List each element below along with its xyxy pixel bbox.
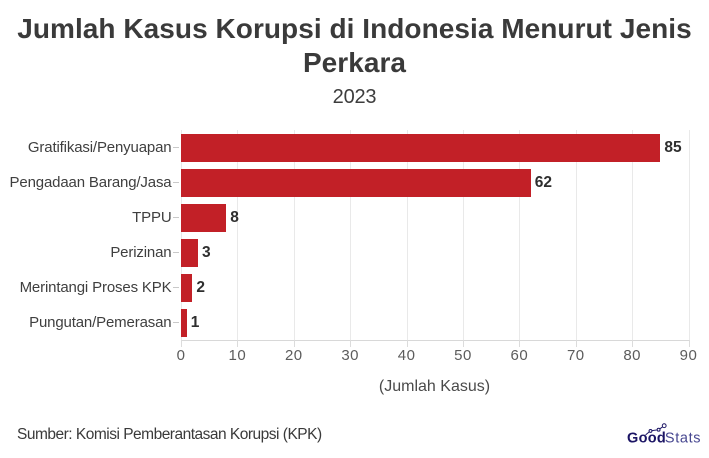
- svg-text:Good: Good: [627, 431, 666, 447]
- svg-text:Stats: Stats: [665, 431, 701, 447]
